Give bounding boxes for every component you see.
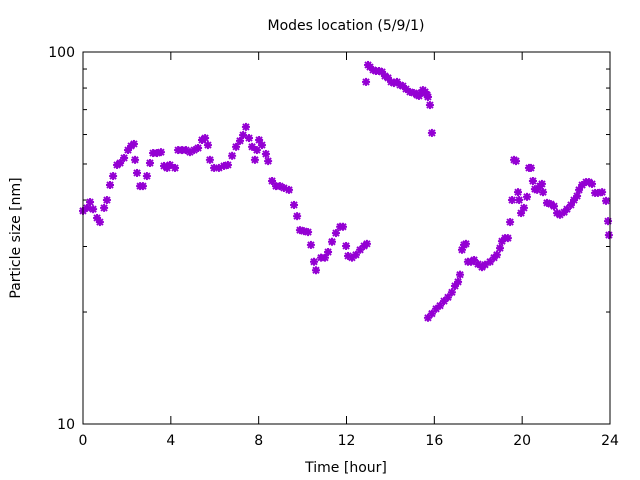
data-point [528,177,537,186]
data-point [328,237,337,246]
data-point [310,257,319,266]
data-point [284,185,293,194]
data-point [293,212,302,221]
data-point [142,172,151,181]
data-point [537,179,546,188]
chart-title: Modes location (5/9/1) [268,18,425,34]
data-point [203,141,212,150]
data-point [131,155,140,164]
data-point [526,163,535,172]
data-point [223,160,232,169]
data-point [306,240,315,249]
data-point [331,229,340,238]
x-axis-title: Time [hour] [304,460,387,476]
data-point [201,134,210,143]
data-point [598,188,607,197]
data-point [257,141,266,150]
x-tick-label: 4 [166,433,175,449]
data-point [461,239,470,248]
data-point [264,157,273,166]
data-point [95,218,104,227]
data-point [539,188,548,197]
x-tick-label: 0 [79,433,88,449]
x-tick-label: 24 [601,433,619,449]
data-point [550,202,559,211]
data-point [156,148,165,157]
data-point [89,205,98,214]
x-tick-label: 12 [338,433,356,449]
data-point [508,196,517,205]
data-point [495,244,504,253]
data-point [311,266,320,275]
data-point [133,168,142,177]
data-point [109,172,118,181]
x-tick-label: 16 [425,433,443,449]
data-point [320,253,329,262]
data-point [427,128,436,137]
data-point [338,222,347,231]
data-point [456,270,465,279]
data-point [342,241,351,250]
data-point [513,188,522,197]
data-point [425,101,434,110]
data-point [241,122,250,131]
data-point [324,247,333,256]
data-point [120,153,129,162]
data-point [250,155,259,164]
data-point [587,179,596,188]
y-tick-label: 100 [48,45,75,61]
data-point [423,92,432,101]
data-point [171,163,180,172]
data-point [129,139,138,148]
data-point [573,192,582,201]
data-point [236,136,245,145]
data-point [481,260,490,269]
data-point [248,142,257,151]
data-point [100,203,109,212]
data-point [454,277,463,286]
data-point [304,228,313,237]
data-point [205,155,214,164]
data-point [102,196,111,205]
x-tick-label: 20 [513,433,531,449]
data-point [447,288,456,297]
data-point [492,250,501,259]
data-point [356,245,365,254]
y-tick-label: 10 [57,417,75,433]
x-tick-label: 8 [254,433,263,449]
data-point [362,239,371,248]
ticks: 0 4 8 12 16 20 24 10 100 [48,45,619,449]
data-point [261,149,270,158]
data-point [602,196,611,205]
data-point [604,231,613,240]
data-point [290,200,299,209]
y-axis-title: Particle size [nm] [8,177,24,298]
data-point [252,146,261,155]
data-point [232,142,241,151]
data-points [79,60,613,322]
data-point [362,77,371,86]
data-point [82,203,91,212]
data-point [145,159,154,168]
data-point [245,134,254,143]
data-point [194,143,203,152]
data-point [506,218,515,227]
data-point [512,157,521,166]
data-point [503,234,512,243]
data-point [515,196,524,205]
data-point [519,203,528,212]
data-point [486,257,495,266]
data-point [86,198,95,207]
data-point [106,181,115,190]
data-point [522,192,531,201]
data-point [138,182,147,191]
plot-border [82,51,611,425]
data-point [604,217,613,226]
data-point [228,151,237,160]
